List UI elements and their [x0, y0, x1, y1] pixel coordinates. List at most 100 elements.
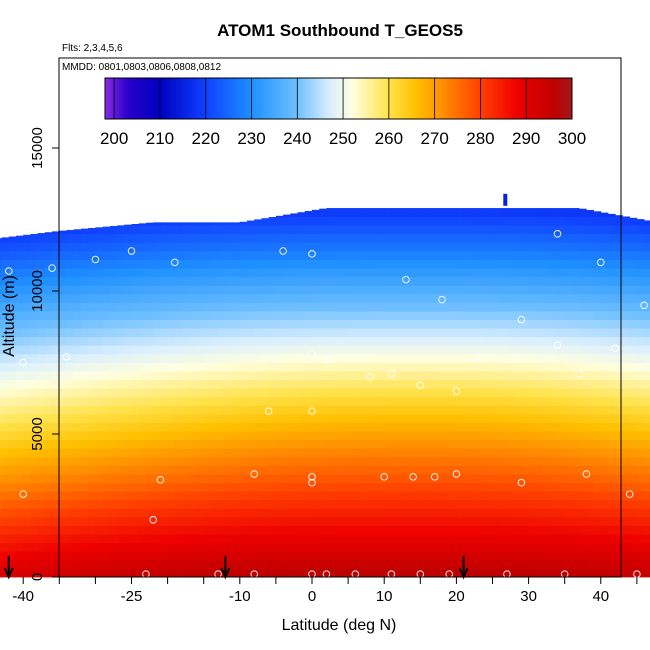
- heatmap-cell: [131, 396, 140, 406]
- heatmap-cell: [615, 422, 623, 432]
- heatmap-cell: [441, 336, 450, 346]
- heatmap-cell: [384, 208, 392, 218]
- heatmap-cell: [615, 233, 623, 243]
- heatmap-cell: [398, 482, 407, 492]
- heatmap-cell: [138, 551, 147, 561]
- heatmap-cell: [138, 431, 147, 441]
- heatmap-cell: [391, 302, 400, 312]
- heatmap-cell: [15, 516, 24, 526]
- heatmap-cell: [131, 559, 140, 569]
- heatmap-cell: [1, 516, 10, 526]
- heatmap-cell: [449, 568, 457, 578]
- heatmap-cell: [550, 353, 558, 363]
- heatmap-cell: [203, 259, 212, 269]
- heatmap-cell: [232, 491, 241, 501]
- heatmap-cell: [615, 405, 623, 415]
- heatmap-cell: [600, 233, 609, 243]
- heatmap-cell: [210, 465, 219, 475]
- heatmap-cell: [8, 448, 17, 458]
- heatmap-cell: [622, 293, 631, 303]
- heatmap-cell: [492, 328, 501, 338]
- heatmap-cell: [80, 474, 89, 484]
- heatmap-cell: [608, 422, 616, 432]
- heatmap-cell: [629, 465, 638, 475]
- heatmap-cell: [348, 250, 356, 260]
- heatmap-cell: [499, 542, 508, 552]
- heatmap-cell: [102, 311, 111, 320]
- heatmap-cell: [44, 302, 53, 312]
- heatmap-cell: [203, 379, 212, 389]
- heatmap-cell: [182, 491, 190, 501]
- heatmap-cell: [196, 499, 205, 509]
- heatmap-cell: [449, 482, 457, 492]
- heatmap-cell: [37, 542, 46, 552]
- heatmap-cell: [109, 465, 118, 475]
- heatmap-cell: [210, 431, 219, 441]
- heatmap-cell: [528, 216, 537, 226]
- heatmap-cell: [550, 465, 558, 475]
- heatmap-cell: [44, 259, 53, 269]
- heatmap-cell: [600, 293, 609, 303]
- heatmap-cell: [326, 482, 335, 492]
- heatmap-cell: [254, 448, 262, 458]
- heatmap-cell: [297, 422, 306, 432]
- heatmap-cell: [348, 465, 356, 475]
- heatmap-cell: [449, 405, 457, 415]
- heatmap-cell: [268, 225, 277, 235]
- heatmap-cell: [160, 353, 168, 363]
- heatmap-cell: [30, 379, 39, 389]
- heatmap-cell: [644, 431, 650, 441]
- heatmap-cell: [30, 250, 39, 260]
- heatmap-cell: [413, 362, 421, 372]
- heatmap-cell: [261, 225, 270, 235]
- heatmap-cell: [535, 276, 544, 286]
- heatmap-cell: [319, 216, 327, 226]
- heatmap-cell: [254, 353, 262, 363]
- heatmap-cell: [15, 285, 24, 295]
- heatmap-cell: [319, 362, 327, 372]
- heatmap-cell: [326, 491, 335, 501]
- heatmap-cell: [571, 499, 580, 509]
- heatmap-cell: [73, 250, 82, 260]
- heatmap-cell: [167, 534, 176, 544]
- heatmap-cell: [95, 336, 104, 346]
- heatmap-cell: [449, 379, 457, 389]
- heatmap-cell: [434, 328, 443, 338]
- heatmap-cell: [312, 439, 320, 449]
- heatmap-cell: [333, 551, 342, 561]
- heatmap-cell: [434, 362, 443, 372]
- heatmap-cell: [23, 285, 31, 295]
- heatmap-cell: [405, 568, 414, 578]
- heatmap-cell: [239, 379, 248, 389]
- heatmap-cell: [434, 336, 443, 346]
- heatmap-cell: [268, 542, 277, 552]
- heatmap-cell: [557, 250, 566, 260]
- heatmap-cell: [376, 439, 385, 449]
- heatmap-cell: [506, 551, 515, 561]
- heatmap-cell: [66, 405, 75, 415]
- heatmap-cell: [30, 293, 39, 303]
- heatmap-cell: [52, 456, 60, 466]
- heatmap-cell: [261, 388, 270, 398]
- heatmap-cell: [492, 302, 501, 312]
- heatmap-cell: [117, 311, 125, 320]
- heatmap-cell: [275, 388, 284, 398]
- heatmap-cell: [550, 474, 558, 484]
- heatmap-cell: [239, 551, 248, 561]
- heatmap-cell: [88, 516, 96, 526]
- heatmap-cell: [319, 285, 327, 295]
- heatmap-cell: [95, 551, 104, 561]
- heatmap-cell: [478, 388, 486, 398]
- heatmap-cell: [109, 559, 118, 569]
- heatmap-cell: [413, 319, 421, 329]
- heatmap-cell: [80, 413, 89, 423]
- heatmap-cell: [521, 336, 529, 346]
- heatmap-cell: [59, 379, 67, 389]
- heatmap-cell: [8, 465, 17, 475]
- heatmap-cell: [644, 542, 650, 552]
- heatmap-cell: [283, 448, 291, 458]
- heatmap-cell: [340, 431, 349, 441]
- heatmap-cell: [405, 542, 414, 552]
- heatmap-cell: [319, 259, 327, 269]
- heatmap-cell: [564, 233, 573, 243]
